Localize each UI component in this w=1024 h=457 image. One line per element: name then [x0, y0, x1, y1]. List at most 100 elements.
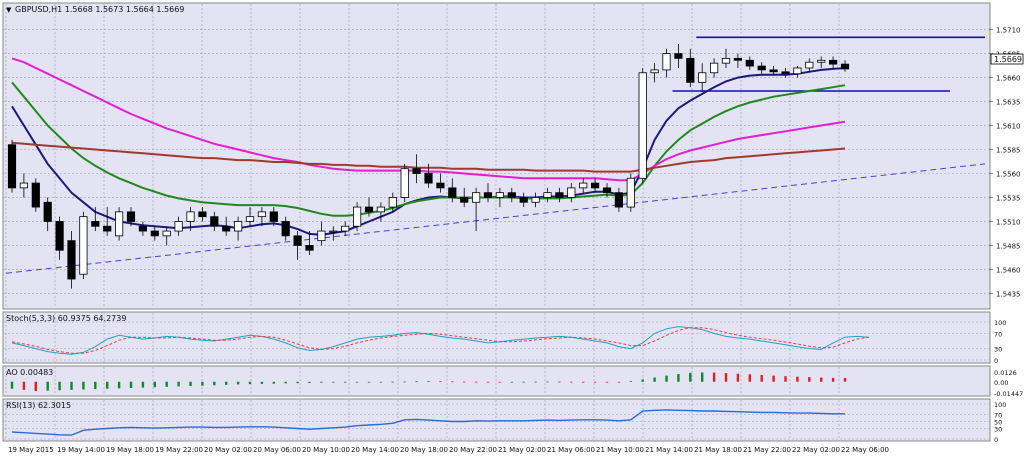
candle-body [293, 235, 302, 246]
x-tick-label: 22 May 06:00 [841, 446, 889, 454]
candle-body [626, 177, 635, 208]
x-tick-label: 19 May 22:00 [155, 446, 203, 454]
candle [150, 226, 159, 241]
current-price-box [990, 53, 1024, 65]
ao-bar [106, 381, 109, 389]
ao-bar [510, 381, 513, 383]
candle [710, 58, 719, 78]
x-tick-label: 21 May 22:00 [743, 446, 791, 454]
candle [591, 178, 600, 193]
candle-body [531, 197, 540, 203]
candle-body [245, 216, 255, 222]
candle [79, 211, 88, 280]
candle [186, 207, 195, 232]
candle [507, 187, 516, 203]
y-tick-label: 70 [994, 330, 1002, 338]
candle [305, 231, 314, 256]
ao-bar [320, 381, 323, 383]
ao-bar [94, 381, 97, 390]
x-tick-label: 19 May 2015 [8, 446, 54, 454]
ao-bar [46, 381, 49, 391]
candle [210, 211, 219, 232]
main-title-arrow: ▼ [6, 6, 12, 14]
ao-bar [355, 381, 359, 383]
candle-body [483, 192, 493, 198]
candle-body [138, 225, 147, 232]
ao-bar [534, 381, 537, 383]
ao-bar [665, 375, 668, 382]
candle-body [472, 192, 481, 203]
x-tick-label: 20 May 06:00 [253, 446, 301, 454]
ao-bar [582, 381, 585, 383]
candle-body [507, 192, 516, 198]
ao-bar [177, 381, 180, 387]
y-tick-label: 30 [994, 426, 1002, 434]
candle-body [745, 59, 754, 67]
x-tick-label: 20 May 22:00 [449, 446, 497, 454]
candle-body [115, 211, 124, 237]
x-tick-label: 21 May 14:00 [645, 446, 693, 454]
y-tick-label: 1.5435 [996, 290, 1021, 298]
ao-bar [641, 379, 644, 382]
candle [650, 63, 659, 83]
candle [43, 197, 52, 232]
candle-body [388, 197, 397, 208]
candle-body [817, 59, 826, 63]
ao-bar [605, 381, 609, 383]
candle [460, 187, 469, 208]
candle-body [769, 69, 778, 73]
ao-bar [58, 381, 61, 391]
candle-body [341, 225, 350, 232]
candle [257, 207, 266, 227]
ao-bar [22, 381, 26, 390]
ao-bar [117, 381, 121, 389]
candle-body [424, 173, 433, 184]
candle [222, 216, 231, 236]
candle-body [376, 206, 385, 213]
candle [543, 187, 552, 203]
candle [829, 56, 838, 68]
candle-body [793, 67, 802, 75]
y-tick-label: 1.5610 [996, 123, 1021, 131]
candle [579, 178, 588, 193]
candle-body [591, 182, 600, 189]
candle [472, 187, 481, 232]
ao-bar [225, 381, 228, 385]
candle-body [364, 206, 374, 213]
axis-layer: 19 May 2015 19 May 14:00 19 May 18:00 19 Ma… [8, 27, 1023, 454]
y-tick-label: 0 [994, 357, 998, 365]
ao-bar [248, 381, 252, 385]
candle-body [126, 211, 136, 222]
ao-bar [701, 372, 704, 382]
candle-body [43, 201, 52, 222]
ao-bar [712, 372, 716, 382]
candle [769, 66, 778, 76]
ao-bar [593, 381, 597, 383]
candle [198, 207, 207, 222]
rsi-title: RSI(13) 62.3015 [6, 401, 71, 410]
x-tick-label: 20 May 14:00 [351, 446, 399, 454]
candle-body [448, 187, 457, 198]
candle-body [733, 57, 742, 61]
ao-bar [236, 381, 240, 385]
candle [400, 163, 409, 203]
candle [531, 192, 540, 208]
ao-bar [689, 372, 692, 382]
candle-body [543, 192, 552, 198]
x-tick-label: 21 May 18:00 [694, 446, 742, 454]
candle-body [162, 230, 171, 237]
ao-bar [296, 381, 299, 384]
main-panel [2, 2, 991, 310]
y-tick-label: 70 [994, 412, 1002, 420]
candle-body [567, 187, 576, 198]
candle-body [555, 192, 564, 198]
ao-bar [439, 381, 442, 383]
candle [138, 221, 147, 236]
ao-bar [570, 381, 573, 383]
ao-bar [367, 381, 371, 383]
ao-bar [796, 376, 799, 382]
ao-bar [308, 381, 311, 383]
ao-bar [82, 381, 85, 390]
candle-body [614, 192, 623, 208]
